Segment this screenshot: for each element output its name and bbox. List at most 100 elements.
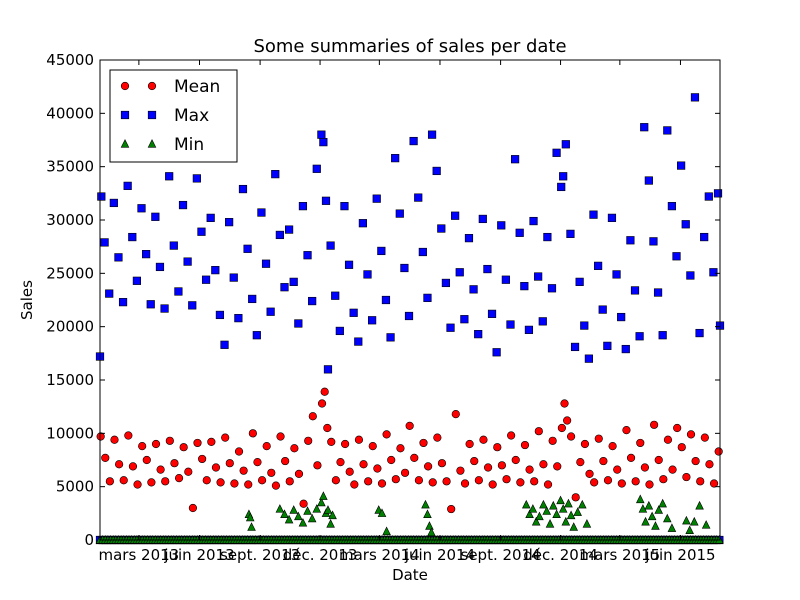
legend-label-max: Max [174,106,209,126]
data-point-mean [682,472,691,482]
data-point-max [677,161,686,170]
data-point-max [128,232,137,242]
data-point-max [418,247,427,257]
data-point-mean [179,443,188,452]
data-point-mean [530,477,539,486]
data-point-mean [520,440,530,450]
data-point-max [612,270,621,279]
legend-item-mean: Mean [120,77,220,97]
data-point-max [146,300,155,309]
data-point-mean [400,468,410,477]
data-point-max [451,211,460,220]
data-point-min [701,520,711,529]
data-point-max [377,246,386,256]
data-point-max [308,296,317,306]
data-point-mean [497,461,507,470]
data-point-mean [271,481,281,490]
data-point-max [584,354,593,363]
data-point-max [469,285,478,294]
data-point-mean [170,459,179,468]
data-point-min [377,508,387,517]
data-point-max [142,250,151,259]
data-point-max [524,325,534,334]
data-point-min [558,504,568,513]
data-point-mean [691,456,700,466]
data-point-max [534,272,543,281]
data-point-min [245,512,255,522]
data-point-mean [225,459,234,468]
data-point-max [487,309,497,318]
data-point-min [280,509,289,519]
data-point-max [695,328,704,338]
data-point-mean [387,455,396,465]
data-point-max [529,216,538,226]
data-point-min [542,506,552,515]
data-point-max [220,340,229,349]
data-point-min [528,504,538,513]
data-point-mean [151,439,161,449]
data-point-mean [576,458,585,467]
data-point-mean [299,499,308,508]
data-point-mean [696,477,705,486]
data-point-mean [336,458,345,467]
series-max [95,93,725,374]
legend-marker-mean [120,81,130,91]
y-tick-label: 0 [84,531,94,549]
data-point-min [275,504,285,513]
data-point-mean [115,460,124,469]
data-point-max [414,193,423,202]
data-point-mean [705,460,714,469]
data-point-max [704,192,713,201]
data-point-mean [668,465,677,474]
data-point-max [323,365,333,374]
data-point-max [257,208,266,217]
y-tick-label: 15000 [46,371,94,389]
data-point-min [522,499,531,509]
data-point-max [206,213,215,222]
data-point-min [682,515,691,525]
data-point-max [478,214,487,224]
data-point-max [97,192,106,201]
data-point-mean [456,466,465,475]
data-point-min [658,498,667,508]
y-tick-label: 25000 [46,264,94,282]
data-point-max [635,332,644,341]
data-point-mean [659,475,668,484]
data-point-mean [599,456,608,466]
data-point-mean [553,462,562,471]
data-point-max [243,244,252,253]
data-point-mean [359,460,368,469]
data-point-max [621,344,630,354]
data-point-mean [267,468,276,477]
data-point-max [663,126,672,135]
data-point-mean [479,435,488,444]
data-point-mean [239,466,248,475]
data-point-max [118,298,128,307]
data-point-mean [548,436,557,445]
data-point-min [427,527,436,537]
data-point-min [421,499,430,509]
data-point-max [455,268,464,277]
data-point-min [539,499,548,509]
data-point-mean [451,410,460,419]
data-point-max [667,202,677,211]
data-point-max [252,331,261,340]
data-point-mean [202,476,211,485]
data-point-max [437,224,446,233]
data-point-min [561,516,571,526]
data-point-max [358,219,367,228]
data-point-max [630,286,640,295]
data-point-mean [198,454,207,464]
data-point-mean [608,442,617,451]
data-point-max [686,271,695,280]
data-point-max [515,228,524,237]
data-point-mean [313,461,322,470]
data-point-mean [331,476,340,485]
legend-marker-max [120,110,130,120]
data-point-mean [221,433,230,442]
data-point-min [303,506,312,515]
data-point-mean [101,453,110,462]
data-point-max [109,198,118,208]
data-point-max [510,155,520,164]
data-point-max [589,210,598,219]
